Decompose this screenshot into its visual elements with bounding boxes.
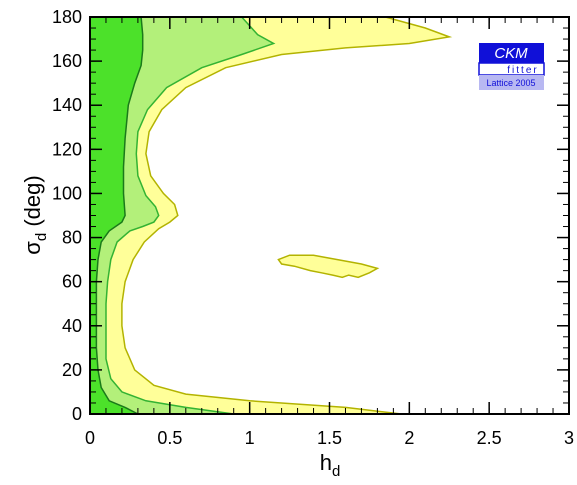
y-tick-label: 140 bbox=[52, 95, 82, 115]
logo-bottom-band bbox=[479, 75, 544, 90]
x-tick-label: 1.5 bbox=[317, 428, 342, 448]
confidence-regions bbox=[89, 16, 453, 415]
region-outer-3 bbox=[277, 254, 380, 279]
x-tick-label: 2.5 bbox=[477, 428, 502, 448]
x-tick-label: 3 bbox=[564, 428, 574, 448]
x-tick-label: 0.5 bbox=[157, 428, 182, 448]
y-tick-label: 160 bbox=[52, 51, 82, 71]
y-tick-label: 80 bbox=[62, 228, 82, 248]
ckmfitter-logo: CKM fitter Lattice 2005 bbox=[478, 43, 545, 90]
axis-ticks bbox=[89, 16, 570, 415]
y-tick-label: 120 bbox=[52, 139, 82, 159]
x-tick-label: 0 bbox=[85, 428, 95, 448]
y-tick-label: 40 bbox=[62, 316, 82, 336]
svg-text:σd (deg): σd (deg) bbox=[20, 175, 50, 254]
logo-top-band bbox=[479, 43, 544, 63]
region-inner-2 bbox=[89, 16, 144, 415]
x-tick-label: 2 bbox=[404, 428, 414, 448]
x-tick-label: 1 bbox=[245, 428, 255, 448]
y-tick-label: 60 bbox=[62, 272, 82, 292]
x-tick-labels: 0 0.5 1 1.5 2 2.5 3 bbox=[85, 428, 574, 448]
y-tick-label: 100 bbox=[52, 183, 82, 203]
y-tick-label: 20 bbox=[62, 360, 82, 380]
y-axis-label: σd (deg) bbox=[20, 175, 50, 254]
logo-subtitle: fitter bbox=[507, 65, 538, 76]
y-tick-label: 0 bbox=[72, 404, 82, 424]
y-tick-labels: 0 20 40 60 80 100 120 140 160 180 bbox=[52, 7, 82, 424]
logo-caption: Lattice 2005 bbox=[486, 78, 535, 88]
logo-title: CKM bbox=[494, 45, 528, 62]
region-middle-1 bbox=[89, 16, 276, 415]
x-axis-label: hd bbox=[320, 450, 341, 480]
y-tick-label: 180 bbox=[52, 7, 82, 27]
